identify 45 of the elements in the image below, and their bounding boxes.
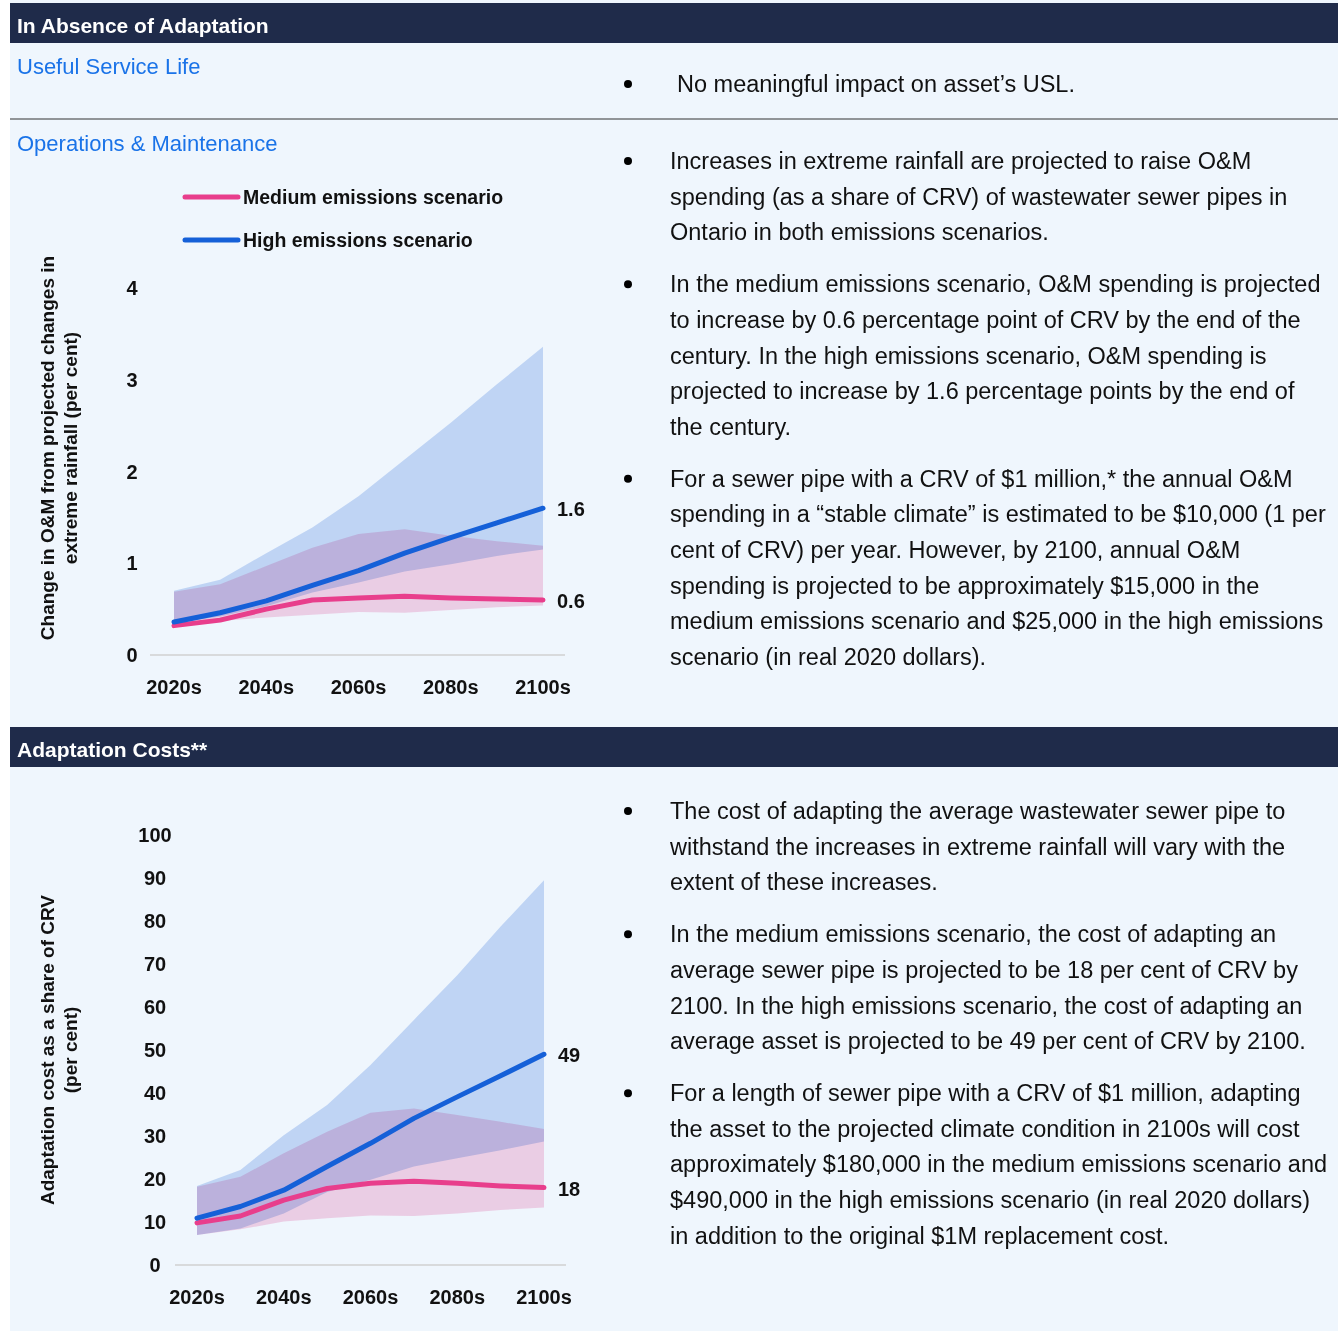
y-tick-label: 70 [143,953,167,975]
y-tick-label: 1 [126,552,138,575]
x-tick-label: 2020s [169,1286,225,1308]
y-axis-title: Adaptation cost as a share of CRV (per cent) [36,894,81,1206]
x-tick-label: 2060s [342,1286,399,1308]
x-tick-label: 2100s [516,1286,572,1308]
x-tick-label: 2080s [429,1286,486,1308]
x-tick-label: 2060s [330,676,387,698]
y-tick-label: 2 [126,460,138,483]
data-label: 49 [558,1044,581,1067]
y-tick-label: 80 [143,910,167,932]
text: Useful Service Life [17,54,201,79]
chart-title: Operations & Maintenance [17,131,278,156]
legend-label: Medium emissions scenario [243,186,504,208]
y-axis-title: Change in O&M from projected changes in extreme rainfall (per cent) [36,255,81,641]
x-tick-label: 2020s [146,676,202,698]
y-tick-label: 40 [143,1082,167,1104]
text: The cost of adapting the average wastewater sewer pipe to withstand the increases in extreme rainfall will vary with the extent of these increases. [669,798,1286,896]
text: Increases in extreme rainfall are projected to raise O&M spending (as a share of CRV) of wastewater sewer pipes in Ontario in both emissions scenarios. [670,148,1288,246]
x-tick-label: 2080s [422,676,479,698]
y-tick-label: 50 [143,1039,167,1061]
y-tick-label: 90 [143,867,167,889]
y-tick-label: 4 [126,277,139,299]
y-tick-label: 0 [126,644,138,666]
y-tick-label: 100 [138,824,172,846]
y-tick-label: 3 [126,368,138,391]
data-label: 1.6 [557,498,585,521]
x-tick-label: 2040s [238,676,295,698]
legend-label: High emissions scenario [243,229,473,251]
text: For a length of sewer pipe with a CRV of $1 million, adapting the asset to the projected climate condition in 2100s will cost approximately $180,000 in the medium emissions scenario and $490,000 in the high emissions scenario (in real 2020 dollars) in addition to the original $1M replacement cost. [670,1080,1328,1249]
text: For a sewer pipe with a CRV of $1 million,* the annual O&M spending in a “stable climate” is estimated to be $10,000 (1 per cent of CRV) per year. However, by 2100, annual O&M spending is projected to be approximately $15,000 in the medium emissions scenario and $25,000 in the high emissions scenario (in real 2020 dollars). [670,465,1326,670]
chart-title: Adaptation Costs** [17,738,209,761]
data-label: 0.6 [557,589,585,612]
y-tick-label: 60 [143,996,167,1018]
text: No meaningful impact on asset’s USL. [677,71,1075,97]
y-tick-label: 30 [143,1125,167,1147]
text: In the medium emissions scenario, the cost of adapting an average sewer pipe is projected to be 18 per cent of CRV by 2100. In the high emissions scenario, the cost of adapting an average asset is projected to be 49 per cent of CRV by 2100. [670,921,1306,1055]
text: In Absence of Adaptation [17,14,269,37]
y-tick-label: 0 [149,1254,161,1276]
data-label: 18 [558,1177,581,1200]
x-tick-label: 2100s [515,676,571,698]
y-tick-label: 20 [143,1168,167,1190]
text: In the medium emissions scenario, O&M spending is projected to increase by 0.6 percentage point of CRV by the end of the century. In the high emissions scenario, O&M spending is projected to increase by 1.6 percentage points by the end of the century. [670,271,1321,440]
y-tick-label: 10 [143,1211,167,1233]
x-tick-label: 2040s [255,1286,312,1308]
